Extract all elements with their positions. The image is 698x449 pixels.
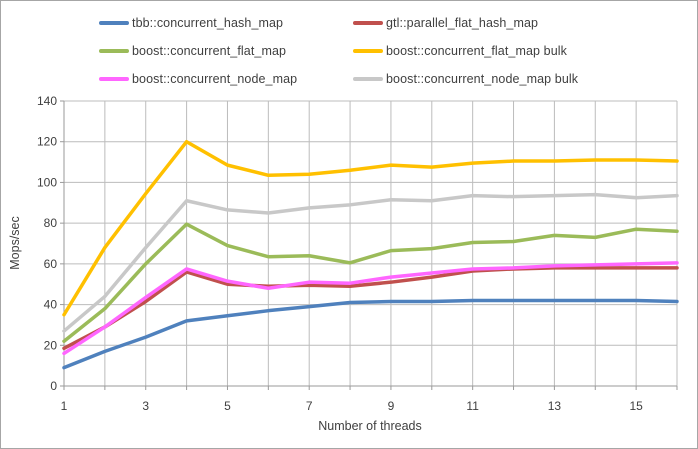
y-tick-label: 60 [44, 257, 58, 271]
series-line-boost-concurrent-node-map [62, 261, 679, 356]
axis-ticks [60, 100, 678, 390]
series-line-gtl-parallel-flat-hash-map [62, 266, 679, 351]
series-line-boost-concurrent-node-map-bulk [62, 192, 679, 333]
legend-item-boost-concurrent-node-map-bulk: boost::concurrent_node_map bulk [353, 71, 578, 87]
chart-legend: tbb::concurrent_hash_map gtl::parallel_fl… [1, 1, 697, 97]
legend-label: boost::concurrent_node_map [132, 72, 298, 86]
legend-item-gtl-parallel-flat-hash-map: gtl::parallel_flat_hash_map [353, 15, 538, 31]
legend-label: boost::concurrent_flat_map bulk [386, 44, 567, 58]
x-tick-label: 1 [61, 399, 68, 413]
legend-line-marker [353, 49, 383, 53]
legend-item-boost-concurrent-flat-map: boost::concurrent_flat_map [99, 43, 286, 59]
y-tick-label: 120 [37, 135, 57, 149]
x-tick-label: 13 [548, 399, 562, 413]
x-tick-label: 5 [224, 399, 231, 413]
legend-item-tbb-concurrent-hash-map: tbb::concurrent_hash_map [99, 15, 283, 31]
y-tick-label: 20 [44, 338, 58, 352]
y-tick-label: 40 [44, 298, 58, 312]
legend-label: boost::concurrent_node_map bulk [386, 72, 579, 86]
series-line-boost-concurrent-flat-map-bulk [62, 139, 679, 317]
x-axis-title: Number of threads [318, 419, 422, 433]
legend-item-boost-concurrent-node-map: boost::concurrent_node_map [99, 71, 297, 87]
y-axis-title: Mops/sec [8, 216, 22, 270]
legend-line-marker [99, 49, 129, 53]
legend-line-marker [353, 21, 383, 25]
x-tick-label: 7 [306, 399, 313, 413]
legend-line-marker [353, 77, 383, 81]
axis-lines [63, 101, 677, 387]
y-tick-label: 100 [37, 175, 57, 189]
legend-label: boost::concurrent_flat_map [132, 44, 287, 58]
y-tick-labels: 0 20 40 60 80 100 120 140 [37, 94, 57, 393]
x-tick-label: 3 [142, 399, 149, 413]
y-tick-label: 140 [37, 94, 57, 108]
legend-label: tbb::concurrent_hash_map [132, 16, 284, 30]
series-line-boost-concurrent-flat-map [62, 222, 679, 343]
gridlines [64, 100, 678, 386]
legend-item-boost-concurrent-flat-map-bulk: boost::concurrent_flat_map bulk [353, 43, 567, 59]
series-line-tbb-concurrent-hash-map [62, 298, 679, 370]
y-tick-label: 80 [44, 216, 58, 230]
x-tick-label: 15 [629, 399, 643, 413]
y-tick-label: 0 [50, 379, 57, 393]
series-lines [62, 139, 679, 370]
x-tick-label: 11 [466, 399, 479, 413]
legend-line-marker [99, 77, 129, 81]
x-tick-labels: 1 3 5 7 9 11 13 15 [61, 399, 643, 413]
x-tick-label: 9 [388, 399, 395, 413]
legend-line-marker [99, 21, 129, 25]
legend-label: gtl::parallel_flat_hash_map [386, 16, 539, 30]
